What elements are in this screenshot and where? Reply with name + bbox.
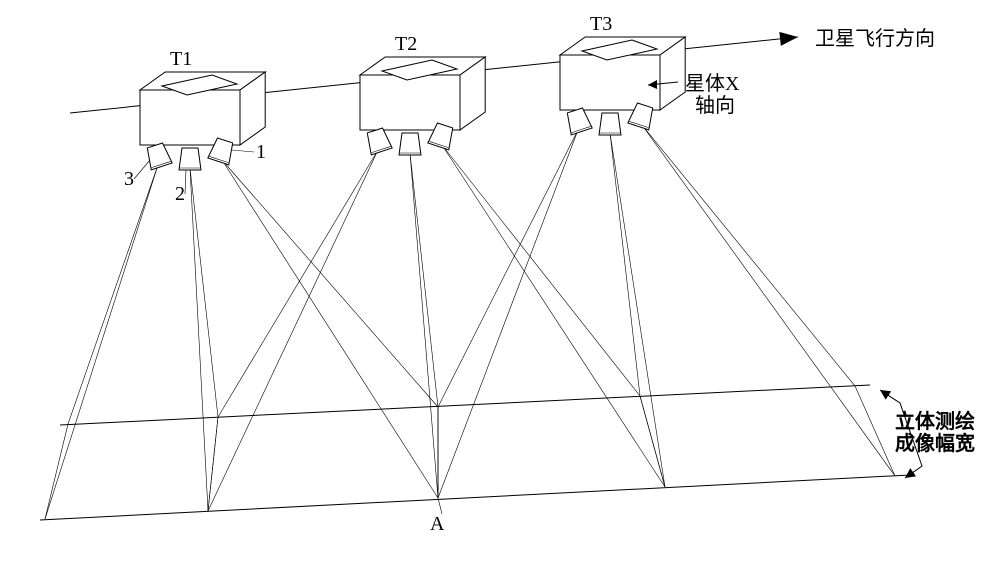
camera [179,148,201,170]
camera [564,107,592,135]
camera [599,113,621,135]
swath-width-label-2: 成像幅宽 [895,431,975,455]
body-x-axis-label: 星体X [685,72,740,95]
body-x-axis-label-2: 轴向 [695,94,735,117]
satellite-T3 [560,37,685,135]
camera [399,133,421,155]
satellite-label-T3: T3 [590,13,612,35]
satellite-label-T1: T1 [170,48,192,70]
satellite-label-T2: T2 [395,33,417,55]
ground-point-A: A [430,513,445,535]
camera [144,142,172,170]
camera [364,127,392,155]
diagram-canvas: 卫星飞行方向 T1 3 2 1 T2 T3 星体X轴向 A 立体测绘成像幅宽 [0,0,1000,561]
swath-width-label: 立体测绘 [895,409,975,433]
flight-direction-label: 卫星飞行方向 [815,27,935,50]
satellite-T2 [360,57,485,155]
camera-number-3: 3 [124,168,134,190]
camera-number-1: 1 [256,141,266,163]
camera-number-2: 2 [175,183,185,205]
satellite-T1 [140,72,265,170]
